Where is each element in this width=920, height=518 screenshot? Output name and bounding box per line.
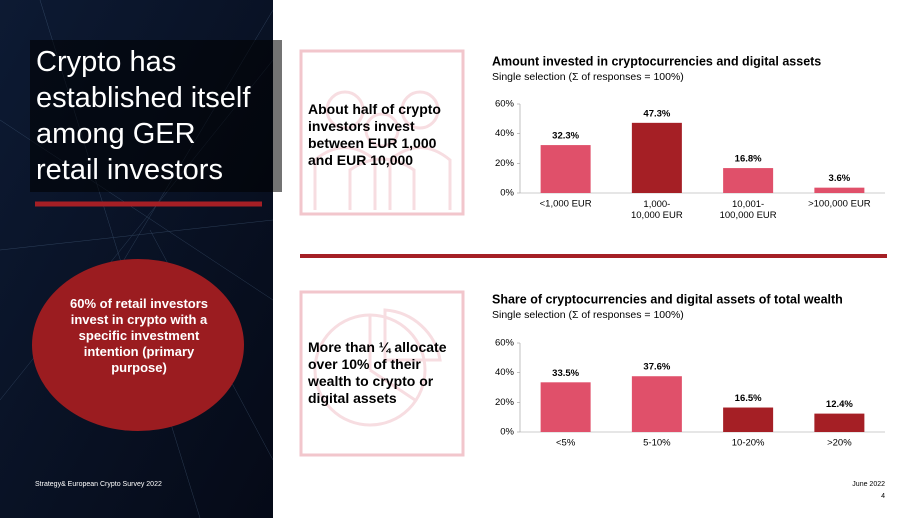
value-label: 37.6%: [643, 362, 670, 373]
y-tick-label: 40%: [495, 128, 515, 139]
value-label: 16.8%: [735, 154, 762, 165]
x-tick-label: 10,001-100,000 EUR: [720, 199, 777, 221]
bar: [540, 145, 591, 193]
people-icon: [313, 90, 452, 210]
bar: [723, 168, 774, 193]
bar: [814, 413, 865, 432]
callout-text: 60% of retail investors invest in crypto…: [70, 296, 208, 375]
bar: [723, 407, 774, 432]
y-tick-label: 60%: [495, 338, 515, 349]
slide-title: Crypto has established itself among GER …: [30, 40, 282, 192]
chart-title: Share of cryptocurrencies and digital as…: [492, 292, 843, 306]
chart-title: Amount invested in cryptocurrencies and …: [492, 54, 821, 68]
icon-box: [299, 49, 465, 216]
bar: [631, 376, 682, 432]
page-number: 4: [881, 493, 885, 500]
x-tick-label: >100,000 EUR: [808, 199, 871, 210]
bar: [540, 382, 591, 432]
x-tick-label: >20%: [827, 438, 852, 449]
x-tick-label: 10-20%: [732, 438, 765, 449]
x-tick-label: <5%: [556, 438, 576, 449]
icon-box: [299, 290, 465, 457]
y-tick-label: 20%: [495, 158, 515, 169]
date: June 2022: [852, 481, 885, 488]
value-label: 32.3%: [552, 131, 579, 142]
bar: [814, 187, 865, 193]
x-tick-label: 5-10%: [643, 438, 671, 449]
y-tick-label: 20%: [495, 397, 515, 408]
chart-subtitle: Single selection (Σ of responses = 100%): [492, 71, 684, 83]
y-tick-label: 0%: [500, 188, 514, 199]
value-label: 33.5%: [552, 368, 579, 379]
x-tick-label: 1,000-10,000 EUR: [631, 199, 683, 221]
y-tick-label: 40%: [495, 367, 515, 378]
pie-icon: [313, 308, 442, 427]
value-label: 47.3%: [643, 108, 670, 119]
panel-text: About half of crypto investors invest be…: [308, 101, 441, 168]
x-tick-label: <1,000 EUR: [540, 199, 592, 210]
value-label: 16.5%: [735, 393, 762, 404]
bar: [631, 122, 682, 193]
panel-text: More than ¼ allocate over 10% of their w…: [308, 339, 447, 406]
source: Strategy& European Crypto Survey 2022: [35, 481, 162, 488]
y-tick-label: 0%: [500, 427, 514, 438]
chart-subtitle: Single selection (Σ of responses = 100%): [492, 309, 684, 321]
value-label: 3.6%: [829, 173, 851, 184]
value-label: 12.4%: [826, 399, 853, 410]
y-tick-label: 60%: [495, 99, 515, 110]
callout-ellipse: [32, 259, 244, 431]
